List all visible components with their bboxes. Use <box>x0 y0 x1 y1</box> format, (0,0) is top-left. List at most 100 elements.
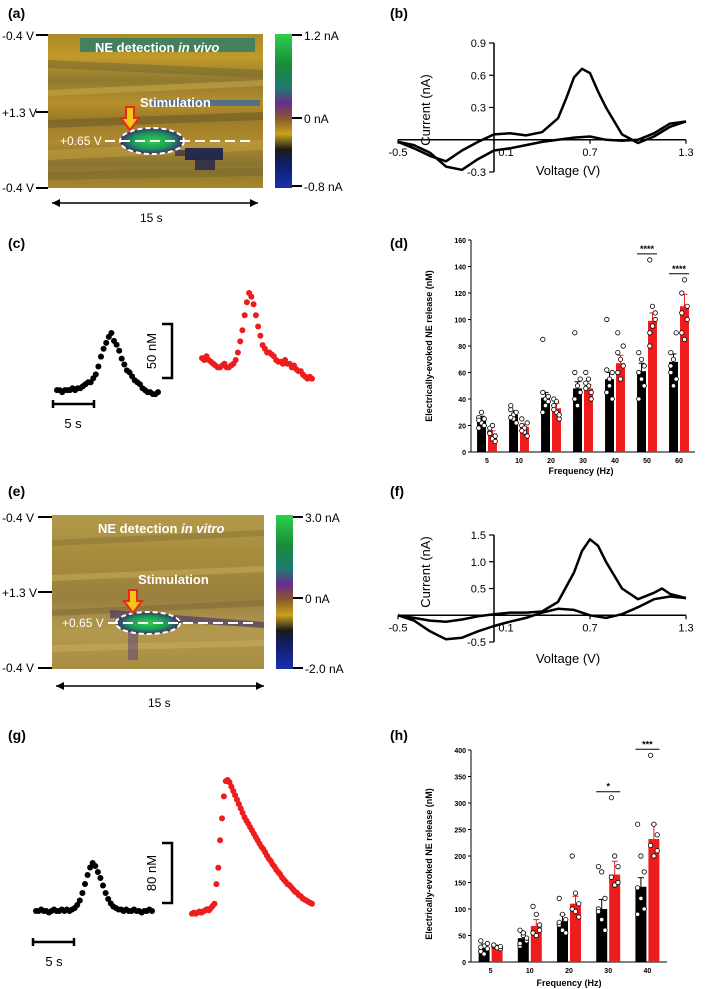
d-xtick-label: 40 <box>611 458 619 465</box>
c-black-point <box>98 353 104 360</box>
h-point <box>536 927 543 933</box>
h-bar-red <box>609 874 621 962</box>
h-point <box>556 895 562 902</box>
h-ytick-label: 250 <box>454 828 466 835</box>
h-point <box>576 901 582 907</box>
d-point <box>572 396 578 402</box>
panel-e-hold-label: +0.65 V <box>62 616 104 630</box>
b-series-0 <box>397 67 687 163</box>
h-point <box>478 938 484 944</box>
d-point <box>476 417 482 423</box>
panel-a-hold-label: +0.65 V <box>60 134 102 148</box>
d-point <box>617 376 624 382</box>
h-point <box>572 908 579 915</box>
h-ytick-label: 100 <box>454 907 466 914</box>
h-bar-red <box>530 925 542 962</box>
d-ytick-label: 40 <box>458 397 466 404</box>
g-red-point <box>211 900 218 907</box>
h-point <box>517 940 523 947</box>
b-ytick-label: 0.9 <box>471 38 486 50</box>
d-point <box>508 402 514 409</box>
h-xtick-label: 40 <box>644 968 652 975</box>
d-bar-black <box>573 388 582 452</box>
f-ytick-label: -0.5 <box>467 637 486 649</box>
panel-c-scale-x-label: 5 s <box>64 416 82 431</box>
d-point <box>572 369 578 376</box>
h-point <box>484 946 490 952</box>
d-point <box>652 310 658 316</box>
h-point <box>559 911 566 917</box>
d-point <box>649 323 656 329</box>
f-series-0 <box>397 538 687 623</box>
h-point <box>615 863 621 870</box>
panel-a-stim-band <box>150 100 260 106</box>
h-point <box>608 795 615 801</box>
d-point <box>585 376 592 382</box>
h-point <box>608 874 615 880</box>
h-point <box>569 853 575 859</box>
d-bar-black <box>669 361 678 452</box>
d-point <box>556 412 562 418</box>
h-point <box>599 916 605 923</box>
d-point <box>606 383 613 389</box>
b-xtick-label: 1.3 <box>678 147 693 159</box>
d-ytick-label: 80 <box>458 344 466 351</box>
h-point <box>478 944 484 950</box>
g-black-point <box>76 897 83 904</box>
d-xtick-label: 30 <box>579 458 587 465</box>
d-sig-label: **** <box>672 264 687 274</box>
h-xtick-label: 10 <box>526 968 534 975</box>
panel-h-ylabel: Electrically-evoked NE release (nM) <box>424 788 434 940</box>
h-point <box>651 853 657 859</box>
c-red-point <box>241 312 248 319</box>
h-point <box>595 863 602 870</box>
panel-a-ybot: -0.4 V <box>2 181 34 195</box>
d-point <box>684 303 690 309</box>
h-point <box>647 752 654 758</box>
c-red-point <box>250 301 257 308</box>
panel-h-label: (h) <box>390 727 408 743</box>
h-point <box>484 940 490 947</box>
d-point <box>487 430 493 436</box>
d-bar-black <box>541 397 550 452</box>
panel-e-cbar-mid: 0 nA <box>305 592 330 606</box>
h-point <box>517 927 523 933</box>
panel-e-ymid: +1.3 V <box>2 586 37 600</box>
g-red-point <box>217 837 224 844</box>
d-point <box>572 330 578 336</box>
h-point <box>536 922 543 928</box>
g-black-point <box>100 882 106 889</box>
panel-d-xlabel: Frequency (Hz) <box>548 466 613 476</box>
d-ytick-label: 100 <box>454 318 466 325</box>
panel-g-scale-y <box>162 841 174 905</box>
d-point <box>588 396 594 402</box>
h-point <box>530 903 536 910</box>
panel-a-ymid: +1.3 V <box>2 106 37 120</box>
b-ytick-label: 0.6 <box>471 70 486 82</box>
h-point <box>481 951 487 957</box>
d-point <box>638 376 645 382</box>
h-ytick-label: 350 <box>454 775 466 782</box>
f-ytick-label: 1.5 <box>471 530 486 542</box>
d-point <box>540 409 546 415</box>
h-point <box>641 906 647 912</box>
panel-a-heatmap <box>48 34 263 188</box>
panel-a-stim-arrow-icon <box>119 106 141 132</box>
c-red-point <box>257 332 264 339</box>
panel-c-scale-x <box>51 400 96 408</box>
h-sig-label: * <box>606 782 610 792</box>
h-point <box>654 848 660 854</box>
d-point <box>670 383 677 389</box>
h-point <box>612 853 618 859</box>
h-point <box>638 895 644 902</box>
panel-a-time-label: 15 s <box>140 211 163 225</box>
d-point <box>492 433 498 439</box>
h-sig-label: *** <box>642 739 653 749</box>
d-point <box>492 438 498 444</box>
d-point <box>615 369 621 376</box>
panel-e-stim-arrow-icon <box>122 589 144 615</box>
d-point <box>636 369 642 376</box>
d-ytick-label: 160 <box>454 238 466 245</box>
panel-b-ylabel: Current (nA) <box>418 74 433 146</box>
h-xtick-label: 5 <box>489 968 493 975</box>
